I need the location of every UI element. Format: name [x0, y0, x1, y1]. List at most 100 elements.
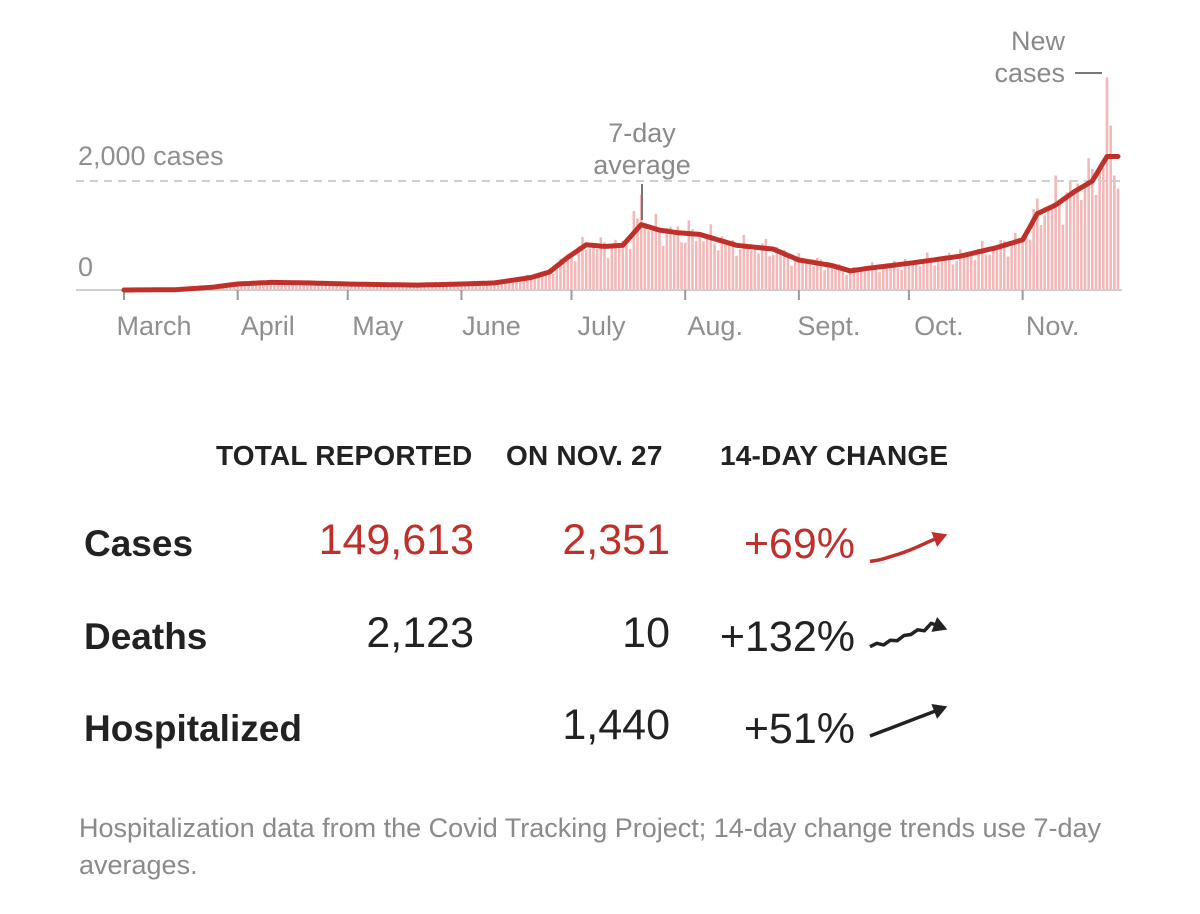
month-label-oct: Oct.: [914, 311, 964, 341]
daily-case-bar: [291, 282, 295, 290]
daily-case-bar: [889, 264, 892, 290]
daily-case-bar: [892, 260, 896, 290]
daily-case-bar: [826, 266, 830, 290]
daily-case-bar: [1025, 236, 1028, 290]
daily-case-bar: [427, 284, 430, 290]
daily-case-bar: [328, 282, 331, 290]
daily-case-bar: [331, 282, 335, 290]
daily-case-bar: [555, 268, 559, 290]
deaths-change: +132%: [719, 613, 855, 661]
daily-case-bar: [1109, 125, 1112, 290]
bars-annotation-line1: New: [1011, 26, 1066, 56]
daily-case-bar: [379, 284, 383, 290]
daily-case-bar: [309, 281, 313, 290]
daily-case-bar: [647, 230, 650, 290]
daily-case-bar: [793, 257, 797, 290]
avg-annotation-line1: 7-day: [608, 118, 676, 148]
daily-case-bar: [1054, 175, 1057, 290]
daily-case-bar: [1083, 183, 1087, 290]
daily-case-bar: [284, 283, 287, 290]
daily-case-bar: [306, 282, 309, 290]
daily-case-bar: [606, 257, 610, 290]
daily-case-bar: [584, 249, 588, 290]
daily-case-bar: [317, 284, 320, 290]
daily-case-bar: [999, 239, 1002, 290]
daily-case-bar: [775, 246, 779, 290]
sparkline-arrowhead: [931, 704, 948, 719]
daily-case-bar: [577, 246, 581, 290]
daily-case-bar: [243, 283, 247, 290]
daily-case-bar: [900, 269, 903, 290]
daily-case-bar: [988, 254, 991, 290]
daily-case-bar: [1091, 168, 1094, 290]
cases-total: 149,613: [318, 516, 474, 564]
daily-case-bar: [625, 245, 628, 290]
daily-case-bar: [496, 283, 500, 290]
daily-case-bar: [368, 285, 372, 290]
hospitalized-trend-sparkline: [869, 704, 948, 738]
daily-case-bar: [632, 210, 636, 290]
row-label-hospitalized: Hospitalized: [84, 708, 302, 749]
daily-case-bar: [302, 284, 306, 290]
daily-case-bar: [859, 269, 863, 290]
daily-case-bar: [779, 252, 782, 290]
daily-case-bar: [716, 250, 720, 290]
daily-case-bar: [350, 284, 353, 290]
month-label-july: July: [577, 311, 626, 341]
daily-case-bar: [1043, 215, 1046, 290]
daily-case-bar: [449, 283, 452, 290]
cases-on-date: 2,351: [562, 516, 670, 564]
daily-case-bar: [441, 284, 445, 290]
daily-case-bar: [786, 254, 790, 290]
daily-case-bar: [636, 218, 639, 290]
daily-case-bar: [768, 256, 771, 290]
deaths-trend-sparkline: [869, 617, 948, 649]
daily-case-bar: [474, 283, 478, 290]
daily-case-bar: [933, 265, 936, 290]
daily-case-bar: [830, 263, 834, 290]
daily-case-bar: [841, 269, 845, 290]
daily-case-bar: [467, 284, 471, 290]
sparkline-path: [869, 536, 939, 564]
daily-case-bar: [504, 279, 507, 290]
daily-case-bar: [680, 242, 683, 290]
daily-case-bar: [992, 246, 995, 290]
daily-case-bar: [764, 238, 768, 290]
daily-case-bar: [482, 283, 485, 290]
daily-case-bar: [691, 229, 694, 290]
daily-case-bar: [665, 228, 669, 290]
daily-case-bar: [970, 253, 973, 290]
daily-case-bar: [273, 282, 276, 290]
daily-case-bar: [592, 245, 595, 290]
daily-case-bar: [907, 260, 911, 290]
daily-case-bar: [1116, 188, 1120, 290]
daily-case-bar: [1080, 199, 1083, 290]
daily-case-bar: [903, 259, 907, 290]
row-label-deaths: Deaths: [84, 616, 208, 657]
sparkline-arrowhead: [931, 617, 948, 632]
daily-case-bar: [412, 285, 416, 290]
daily-case-bar: [610, 246, 614, 290]
daily-case-bar: [551, 273, 555, 290]
daily-case-bar: [650, 230, 654, 290]
daily-case-bar: [1072, 193, 1076, 290]
daily-case-bar: [562, 259, 566, 290]
daily-case-bar: [240, 284, 243, 290]
daily-case-bar: [280, 284, 284, 290]
daily-case-bar: [1087, 158, 1090, 290]
daily-case-bar: [977, 249, 980, 290]
header-on-date: ON NOV. 27: [506, 440, 663, 471]
daily-case-bar: [573, 261, 577, 290]
daily-case-bar: [929, 261, 933, 290]
header-14-day-change: 14-DAY CHANGE: [720, 440, 949, 471]
deaths-on-date: 10: [622, 609, 670, 657]
daily-case-bar: [944, 255, 947, 290]
daily-case-bar: [372, 284, 375, 290]
daily-case-bar: [874, 265, 878, 290]
daily-case-bar: [1069, 180, 1072, 290]
daily-case-bar: [837, 264, 841, 290]
daily-case-bar: [951, 264, 955, 290]
daily-case-bar: [812, 266, 815, 290]
daily-case-bar: [313, 283, 317, 290]
daily-case-bar: [599, 237, 603, 290]
